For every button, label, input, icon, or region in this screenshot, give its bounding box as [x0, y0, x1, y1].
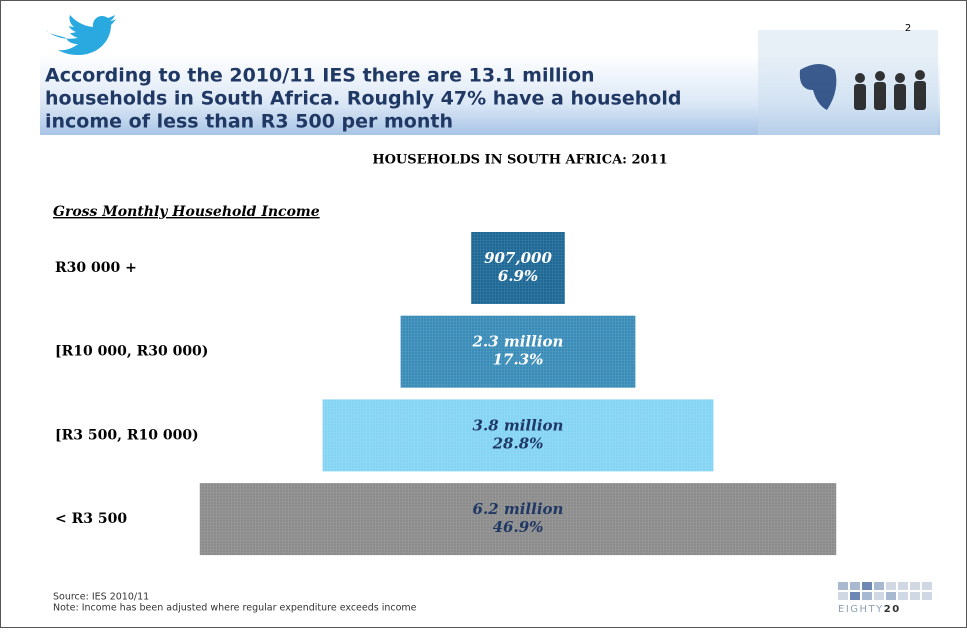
value-label: 46.9%: [493, 518, 544, 536]
value-label: 17.3%: [493, 351, 544, 369]
bar-texture: [322, 399, 714, 472]
header-band: [40, 55, 940, 135]
category-label: R30 000 +: [55, 260, 137, 276]
bar-texture: [199, 483, 837, 556]
household-label: 6.2 million: [473, 500, 564, 518]
twitter-logo: [46, 15, 116, 55]
logo-squares: [838, 582, 932, 600]
note: Note: Income has been adjusted where reg…: [53, 603, 417, 614]
bar-texture: [400, 315, 636, 388]
category-label: [R3 500, R10 000): [55, 427, 199, 443]
logo-number: 20: [884, 604, 901, 615]
logo: EIGHTY20: [838, 604, 901, 615]
bar-texture: [471, 232, 565, 304]
page-number: 2: [905, 23, 911, 34]
household-label: 907,000: [484, 249, 552, 267]
slide-title: According to the 2010/11 IES there are 1…: [45, 65, 681, 133]
title-line: households in South Africa. Roughly 47% …: [45, 88, 681, 110]
household-label: 2.3 million: [472, 333, 564, 351]
chart-title: HOUSEHOLDS IN SOUTH AFRICA: 2011: [372, 153, 667, 168]
category-axis-label: Gross Monthly Household Income: [53, 204, 320, 220]
category-label: [R10 000, R30 000): [55, 344, 208, 360]
household-label: 3.8 million: [473, 416, 564, 434]
logo-text: EIGHTY: [838, 604, 884, 615]
title-line: According to the 2010/11 IES there are 1…: [45, 65, 595, 87]
source: Source: IES 2010/11: [53, 592, 149, 603]
category-label: < R3 500: [55, 511, 127, 527]
title-line: income of less than R3 500 per month: [45, 111, 453, 133]
header-image: [758, 30, 938, 135]
value-label: 28.8%: [492, 434, 544, 452]
value-label: 6.9%: [498, 267, 538, 285]
